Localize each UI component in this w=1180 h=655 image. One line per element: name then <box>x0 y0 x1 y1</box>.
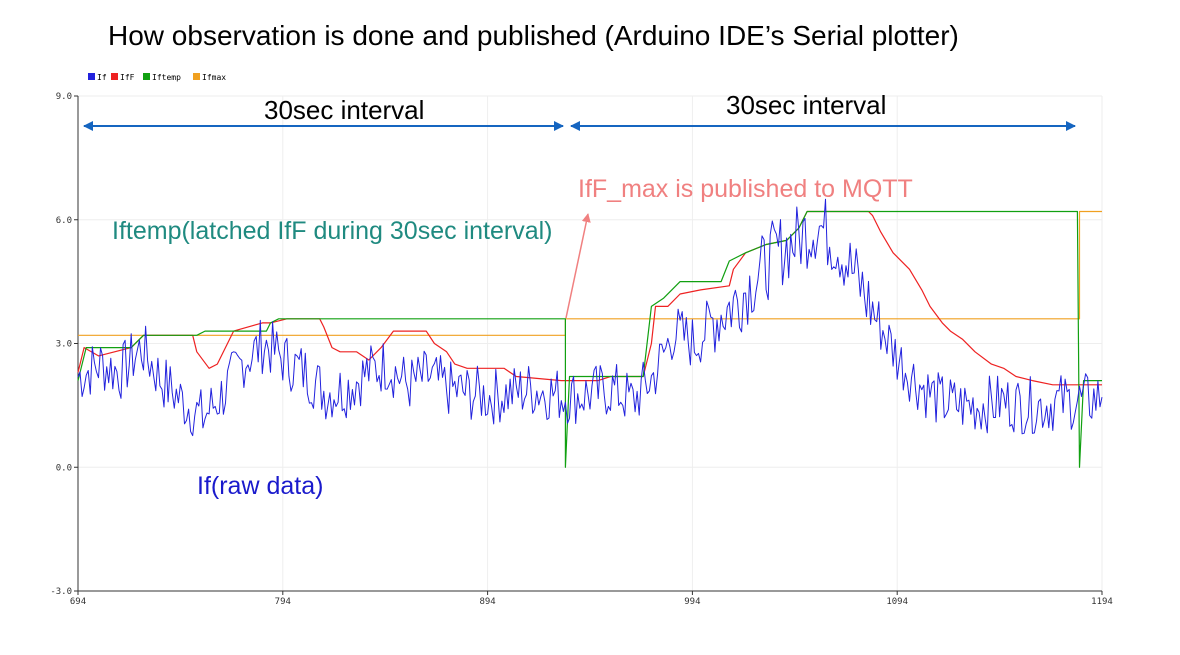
x-tick-label: 1094 <box>886 597 908 607</box>
latched-annotation: Iftemp(latched IfF during 30sec interval… <box>112 217 552 245</box>
legend-swatch-if <box>88 73 95 80</box>
x-tick-label: 1194 <box>1091 597 1113 607</box>
interval-annotations: 30sec interval 30sec interval <box>83 90 1076 131</box>
x-tick-label: 894 <box>479 597 495 607</box>
y-tick-label: 9.0 <box>56 92 72 102</box>
interval-label-2: 30sec interval <box>726 90 886 120</box>
legend-label-iff: IfF <box>120 73 135 82</box>
legend-label-ifmax: Ifmax <box>202 73 226 82</box>
y-tick-label: 3.0 <box>56 340 72 350</box>
series-line-ifmax <box>78 210 1102 336</box>
legend-swatch-iftemp <box>143 73 150 80</box>
legend: If IfF Iftemp Ifmax <box>88 73 226 82</box>
x-tick-label: 694 <box>70 597 86 607</box>
series-lines <box>77 198 1103 468</box>
raw-annotation: If(raw data) <box>197 472 323 500</box>
page-title: How observation is done and published (A… <box>108 20 959 51</box>
tick-labels: 694 794 894 994 1094 1194 9.0 6.0 3.0 0.0 -3.0 <box>50 92 1113 607</box>
legend-swatch-iff <box>111 73 118 80</box>
grid <box>77 95 1103 592</box>
x-tick-label: 994 <box>684 597 700 607</box>
y-tick-label: -3.0 <box>50 587 72 597</box>
legend-swatch-ifmax <box>193 73 200 80</box>
axes <box>74 95 1103 595</box>
interval-label-1: 30sec interval <box>264 95 424 125</box>
y-tick-label: 6.0 <box>56 216 72 226</box>
legend-label-iftemp: Iftemp <box>152 73 181 82</box>
x-tick-label: 794 <box>275 597 291 607</box>
series-line-iftemp <box>77 210 1102 468</box>
publish-pointer <box>565 213 591 319</box>
series-line-if <box>77 198 1103 437</box>
publish-annotation: IfF_max is published to MQTT <box>578 175 913 203</box>
y-tick-label: 0.0 <box>56 463 72 473</box>
legend-label-if: If <box>97 73 107 82</box>
